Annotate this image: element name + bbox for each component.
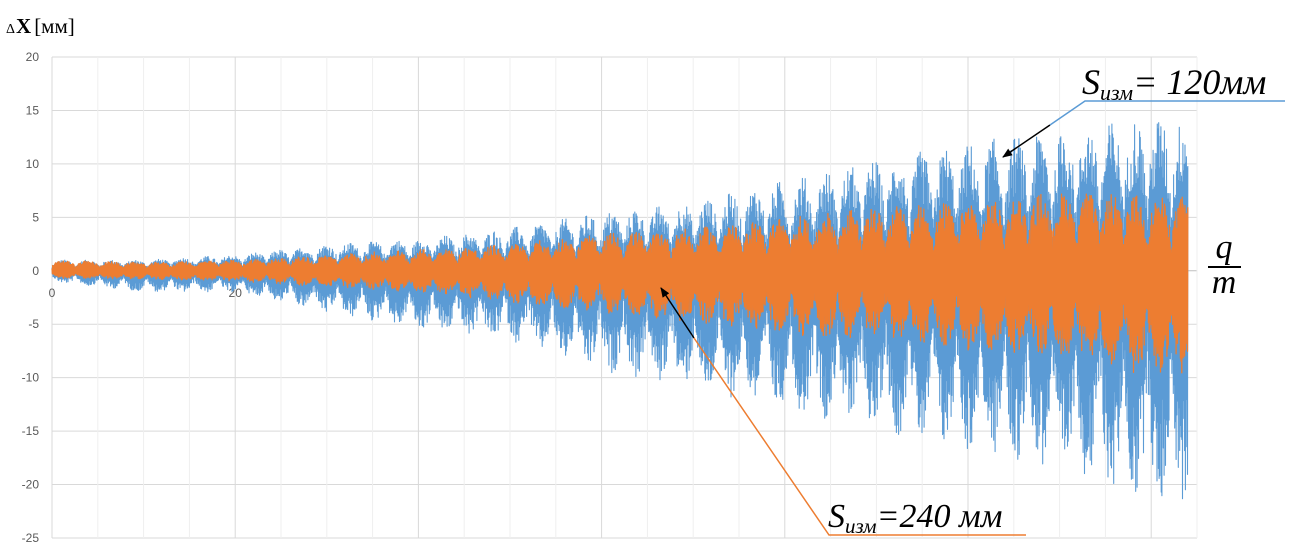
series-layer bbox=[51, 122, 1189, 500]
y-tick-label: 0 bbox=[32, 264, 39, 278]
y-axis-label: ΔX [мм] bbox=[6, 14, 75, 38]
annotation-120mm-arrow bbox=[1002, 124, 1051, 158]
x-axis-label-numerator: q bbox=[1216, 229, 1233, 266]
y-tick-label: -5 bbox=[28, 317, 39, 331]
y-tick-label: 5 bbox=[32, 210, 39, 224]
x-axis-label-denominator: m bbox=[1212, 264, 1237, 301]
y-tick-label: -20 bbox=[22, 478, 40, 492]
series-240mm-line bbox=[51, 193, 1189, 374]
y-tick-label: 15 bbox=[26, 103, 40, 117]
y-tick-label: 10 bbox=[26, 157, 40, 171]
annotation-240mm: Sизм=240 мм bbox=[660, 287, 1026, 538]
annotation-120mm-label: Sизм= 120мм bbox=[1082, 62, 1266, 105]
y-tick-label: 20 bbox=[26, 50, 40, 64]
annotation-240mm-leader bbox=[693, 337, 1026, 536]
annotation-240mm-label: Sизм=240 мм bbox=[828, 498, 1002, 538]
y-tick-label: -25 bbox=[22, 531, 40, 543]
delta-symbol: Δ bbox=[6, 22, 15, 37]
annotation-240mm-arrow bbox=[660, 287, 695, 339]
y-tick-label: -10 bbox=[22, 371, 40, 385]
y-tick-label: -15 bbox=[22, 424, 40, 438]
annotation-120mm-leader bbox=[1049, 100, 1285, 126]
annotation-120mm: Sизм= 120мм bbox=[1002, 62, 1285, 158]
y-axis-unit: [мм] bbox=[34, 14, 75, 38]
x-tick-label: 0 bbox=[49, 286, 56, 300]
y-axis-ticks: 20 15 10 5 0 -5 -10 -15 -20 -25 bbox=[22, 50, 40, 543]
y-axis-variable: X bbox=[16, 14, 31, 38]
